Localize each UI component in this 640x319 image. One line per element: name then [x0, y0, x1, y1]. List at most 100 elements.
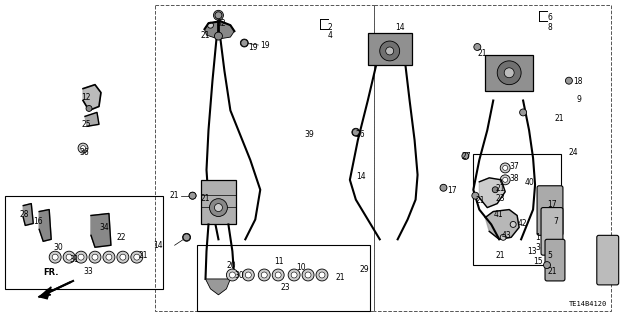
Polygon shape — [39, 287, 51, 299]
Text: 20: 20 — [227, 261, 236, 270]
Circle shape — [131, 251, 143, 263]
Circle shape — [241, 39, 248, 47]
Text: 11: 11 — [274, 257, 284, 266]
Circle shape — [81, 145, 86, 151]
Text: 7: 7 — [553, 218, 558, 226]
Circle shape — [207, 22, 214, 28]
Polygon shape — [205, 21, 234, 39]
Circle shape — [229, 272, 236, 278]
Circle shape — [209, 199, 227, 217]
Text: 16: 16 — [33, 218, 43, 226]
Text: 26: 26 — [356, 130, 365, 139]
Text: 21: 21 — [495, 184, 505, 193]
Circle shape — [510, 221, 516, 227]
Circle shape — [291, 272, 297, 278]
Text: 32: 32 — [216, 19, 226, 28]
Polygon shape — [91, 213, 111, 247]
Circle shape — [497, 61, 521, 85]
Text: 40: 40 — [525, 178, 535, 187]
Circle shape — [182, 234, 191, 241]
Text: 5: 5 — [547, 251, 552, 260]
FancyBboxPatch shape — [485, 55, 533, 91]
Text: 33: 33 — [83, 267, 93, 276]
Circle shape — [49, 251, 61, 263]
Circle shape — [380, 41, 399, 61]
Polygon shape — [83, 85, 101, 110]
Circle shape — [319, 272, 325, 278]
Text: 4: 4 — [328, 31, 333, 40]
Circle shape — [92, 254, 98, 260]
Bar — [196, 245, 370, 311]
Circle shape — [89, 251, 101, 263]
Text: 21: 21 — [200, 194, 210, 203]
FancyBboxPatch shape — [537, 186, 563, 235]
Circle shape — [462, 152, 469, 160]
Polygon shape — [485, 210, 519, 239]
Text: 21: 21 — [336, 273, 346, 282]
Bar — [374, 5, 611, 311]
Text: 2: 2 — [328, 23, 333, 32]
Text: 24: 24 — [569, 148, 579, 157]
Circle shape — [353, 129, 359, 136]
FancyBboxPatch shape — [368, 33, 412, 65]
Polygon shape — [479, 178, 505, 208]
Circle shape — [502, 166, 508, 170]
Text: FR.: FR. — [44, 268, 59, 277]
Circle shape — [275, 272, 281, 278]
Text: 34: 34 — [99, 223, 109, 233]
Circle shape — [565, 77, 572, 84]
Circle shape — [103, 251, 115, 263]
Circle shape — [472, 192, 479, 199]
Text: 19: 19 — [248, 43, 258, 52]
Text: 8: 8 — [547, 23, 552, 32]
Circle shape — [78, 254, 84, 260]
FancyBboxPatch shape — [541, 208, 563, 255]
Polygon shape — [39, 210, 51, 241]
Circle shape — [214, 10, 223, 20]
Circle shape — [106, 254, 112, 260]
Text: 21: 21 — [200, 31, 210, 40]
Text: 42: 42 — [517, 219, 527, 228]
Circle shape — [66, 254, 72, 260]
Text: 1: 1 — [535, 234, 540, 242]
Text: 14: 14 — [396, 23, 405, 32]
Circle shape — [241, 40, 248, 47]
Text: 17: 17 — [547, 200, 557, 209]
Text: 21: 21 — [495, 251, 505, 260]
Text: 14: 14 — [153, 241, 163, 250]
Text: 29: 29 — [360, 265, 369, 274]
Text: 17: 17 — [447, 186, 457, 195]
Text: 36: 36 — [79, 148, 89, 157]
Circle shape — [259, 269, 270, 281]
Text: 27: 27 — [461, 152, 471, 161]
Circle shape — [272, 269, 284, 281]
Text: 30: 30 — [234, 271, 244, 280]
Circle shape — [474, 43, 481, 50]
Polygon shape — [23, 204, 33, 226]
Text: TE14B4120: TE14B4120 — [568, 301, 607, 307]
Circle shape — [117, 251, 129, 263]
Circle shape — [288, 269, 300, 281]
Text: 43: 43 — [501, 231, 511, 241]
Text: 21: 21 — [476, 196, 485, 205]
Text: 15: 15 — [533, 257, 543, 266]
Text: 25: 25 — [81, 120, 91, 129]
Circle shape — [440, 185, 447, 191]
Text: 38: 38 — [509, 174, 519, 183]
Circle shape — [78, 143, 88, 153]
Text: 21: 21 — [169, 191, 179, 200]
Text: 28: 28 — [19, 210, 29, 219]
Bar — [474, 154, 561, 265]
Text: 23: 23 — [280, 283, 290, 292]
Text: 13: 13 — [527, 247, 537, 256]
Bar — [5, 196, 163, 289]
Circle shape — [502, 177, 508, 182]
Circle shape — [214, 32, 223, 40]
Circle shape — [543, 262, 550, 269]
Text: 41: 41 — [493, 210, 503, 219]
Circle shape — [215, 12, 222, 19]
Circle shape — [305, 272, 311, 278]
Circle shape — [243, 269, 254, 281]
Text: 10: 10 — [296, 263, 306, 272]
Circle shape — [386, 47, 394, 55]
